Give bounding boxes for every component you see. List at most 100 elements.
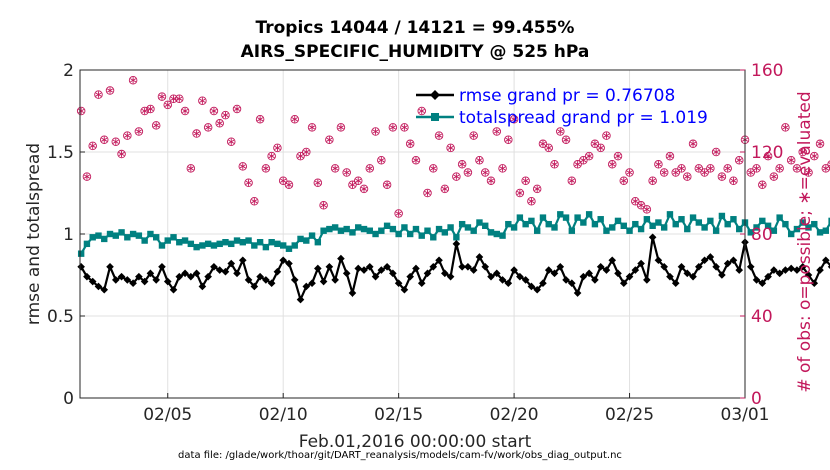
y-axis-right-label: # of obs: o=possible; ∗=evaluated <box>795 91 815 392</box>
x-tick-label: 02/25 <box>605 405 654 425</box>
obs-possible-point <box>226 137 236 146</box>
totalspread-point <box>655 219 662 226</box>
obs-evaluated-point <box>701 169 708 176</box>
obs-evaluated-point <box>193 130 200 137</box>
rmse-point <box>250 282 259 291</box>
obs-possible-point <box>405 139 415 149</box>
rmse-point <box>804 271 813 279</box>
rmse-point <box>469 266 478 274</box>
obs-possible-point <box>203 123 213 132</box>
obs-evaluated-point <box>643 206 650 213</box>
totalspread-point <box>406 230 414 238</box>
rmse-point <box>129 279 137 287</box>
rmse-point <box>822 256 830 265</box>
totalspread-point <box>199 242 206 249</box>
obs-possible-point <box>596 143 605 153</box>
obs-possible-point <box>215 119 224 128</box>
obs-possible-point <box>671 168 680 177</box>
rmse-point <box>475 253 484 261</box>
rmse-point <box>614 269 622 278</box>
rmse-point <box>348 289 357 297</box>
obs-possible-point <box>434 131 444 140</box>
obs-possible-point <box>584 151 594 161</box>
x-tick-label: 02/15 <box>374 405 423 425</box>
obs-evaluated-point <box>545 144 552 152</box>
obs-possible-point <box>521 176 530 185</box>
obs-evaluated-point <box>418 107 425 115</box>
obs-possible-point <box>157 92 167 101</box>
obs-evaluated-point <box>239 163 246 170</box>
obs-evaluated-point <box>453 173 460 180</box>
rmse-point <box>365 263 374 271</box>
obs-possible-point <box>273 143 282 153</box>
totalspread-point <box>626 227 633 234</box>
obs-possible-point <box>353 176 363 185</box>
rmse-point <box>504 279 513 287</box>
totalspread-point <box>239 239 246 246</box>
totalspread-point <box>412 225 420 233</box>
obs-evaluated-point <box>765 152 772 160</box>
obs-evaluated-point <box>695 165 702 172</box>
obs-possible-point <box>290 114 299 124</box>
rmse-line <box>80 237 830 303</box>
obs-possible-point <box>706 164 715 173</box>
rmse-point <box>325 263 334 271</box>
obs-evaluated-point <box>539 140 546 147</box>
rmse-point <box>712 263 720 271</box>
obs-possible-point <box>579 155 588 165</box>
totalspread-point <box>724 220 731 228</box>
obs-possible-point <box>325 135 334 144</box>
chart-title-line-2: AIRS_SPECIFIC_HUMIDITY @ 525 hPa <box>240 42 590 62</box>
obs-evaluated-point <box>274 144 281 152</box>
obs-possible-point <box>659 168 669 177</box>
rmse-point <box>602 266 611 274</box>
obs-evaluated-point <box>586 152 593 160</box>
obs-evaluated-point <box>291 116 298 123</box>
totalspread-point <box>470 227 477 234</box>
totalspread-point <box>147 230 154 238</box>
rmse-point <box>135 272 143 281</box>
obs-possible-point <box>429 164 438 173</box>
rmse-point <box>187 272 195 281</box>
obs-possible-point <box>613 151 623 161</box>
obs-evaluated-point <box>147 105 154 113</box>
obs-possible-point <box>729 176 738 185</box>
rmse-point <box>516 272 524 281</box>
totalspread-point <box>522 220 529 228</box>
obs-evaluated-point <box>591 140 598 147</box>
rmse-point <box>700 256 709 265</box>
obs-evaluated-point <box>799 148 806 156</box>
obs-possible-point <box>561 135 571 144</box>
rmse-point <box>746 263 755 271</box>
obs-possible-point <box>394 209 403 218</box>
rmse-point <box>671 279 680 287</box>
totalspread-point <box>204 240 212 248</box>
rmse-point <box>683 269 692 278</box>
x-tick-label: 03/01 <box>721 405 770 425</box>
rmse-point <box>152 276 160 284</box>
rmse-point <box>94 282 103 291</box>
obs-possible-point <box>151 121 161 130</box>
totalspread-point <box>129 230 137 238</box>
obs-possible-point <box>209 106 219 116</box>
y-axis-left-label: rmse and totalspread <box>24 143 44 325</box>
obs-evaluated-point <box>187 165 194 172</box>
obs-evaluated-point <box>366 165 373 172</box>
totalspread-point <box>637 225 645 233</box>
totalspread-point <box>285 245 293 252</box>
obs-evaluated-point <box>661 169 668 176</box>
totalspread-point <box>251 242 258 249</box>
rmse-point <box>163 277 172 286</box>
x-tick-label: 02/05 <box>143 405 192 425</box>
totalspread-point <box>303 237 310 244</box>
obs-evaluated-point <box>395 210 402 217</box>
rmse-point <box>319 277 328 286</box>
obs-possible-point <box>746 168 756 177</box>
rmse-point <box>233 269 241 278</box>
totalspread-point <box>747 229 754 236</box>
obs-possible-point <box>169 94 178 103</box>
totalspread-point <box>181 237 189 244</box>
rmse-point <box>337 254 345 263</box>
rmse-point <box>175 272 184 281</box>
